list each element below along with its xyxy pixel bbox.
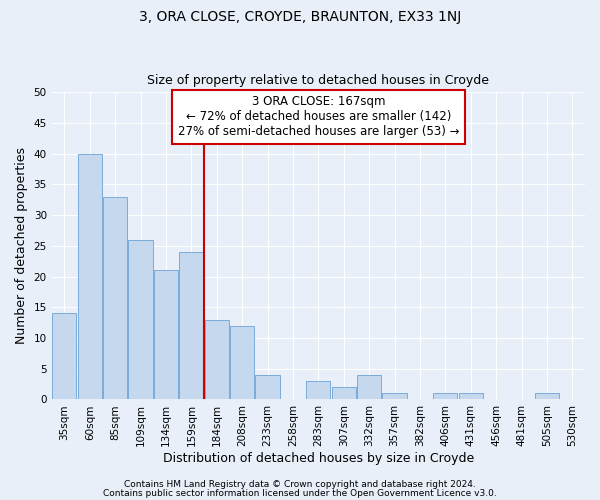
- Bar: [535, 394, 559, 400]
- Bar: [458, 394, 483, 400]
- Bar: [77, 154, 102, 400]
- Bar: [179, 252, 203, 400]
- Bar: [154, 270, 178, 400]
- Bar: [230, 326, 254, 400]
- Bar: [103, 197, 127, 400]
- Bar: [256, 375, 280, 400]
- Bar: [433, 394, 457, 400]
- Y-axis label: Number of detached properties: Number of detached properties: [15, 148, 28, 344]
- Bar: [128, 240, 152, 400]
- Bar: [306, 381, 331, 400]
- Text: Contains HM Land Registry data © Crown copyright and database right 2024.: Contains HM Land Registry data © Crown c…: [124, 480, 476, 489]
- X-axis label: Distribution of detached houses by size in Croyde: Distribution of detached houses by size …: [163, 452, 474, 465]
- Text: 3, ORA CLOSE, CROYDE, BRAUNTON, EX33 1NJ: 3, ORA CLOSE, CROYDE, BRAUNTON, EX33 1NJ: [139, 10, 461, 24]
- Text: 3 ORA CLOSE: 167sqm
← 72% of detached houses are smaller (142)
27% of semi-detac: 3 ORA CLOSE: 167sqm ← 72% of detached ho…: [178, 96, 459, 138]
- Bar: [332, 387, 356, 400]
- Bar: [382, 394, 407, 400]
- Text: Contains public sector information licensed under the Open Government Licence v3: Contains public sector information licen…: [103, 488, 497, 498]
- Bar: [52, 314, 76, 400]
- Title: Size of property relative to detached houses in Croyde: Size of property relative to detached ho…: [148, 74, 490, 87]
- Bar: [205, 320, 229, 400]
- Bar: [357, 375, 381, 400]
